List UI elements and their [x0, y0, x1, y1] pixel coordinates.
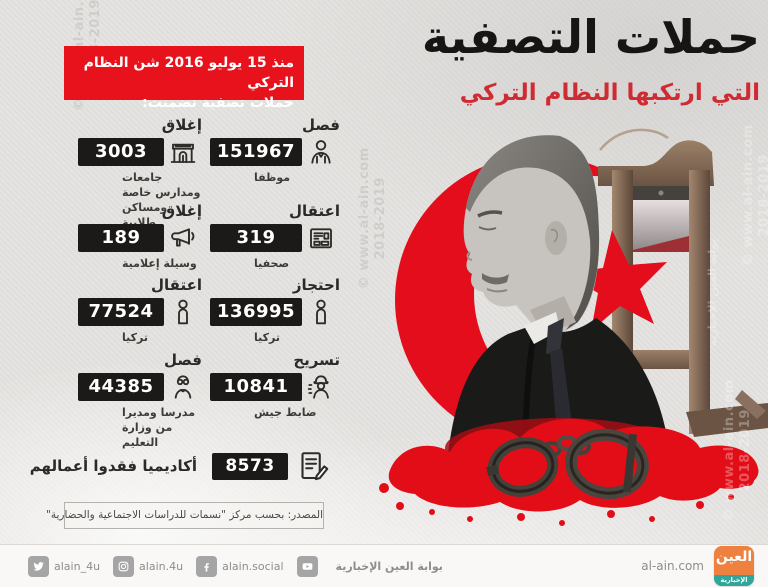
- instagram-icon: [113, 555, 135, 577]
- stats-grid: فصل 151967 موظفا إغلاق: [78, 116, 340, 451]
- red-star-shape: [565, 230, 667, 331]
- stat-value: 3003: [78, 138, 164, 166]
- page-subtitle: التي ارتكبها النظام التركي: [459, 80, 760, 106]
- stat-value: 8573: [212, 452, 288, 480]
- youtube-link[interactable]: [296, 555, 323, 577]
- stat-detained-turks: احتجاز 136995 تركيا: [210, 276, 340, 351]
- teacher-icon: [164, 371, 202, 403]
- stat-closed-schools: إغلاق 3003 جامعات ومدارس خاصة ومساكن طلا…: [78, 116, 202, 229]
- academics-label: أكاديميا فقدوا أعمالهم: [29, 457, 197, 475]
- intro-line-2: حملات تصفية تضمنت:: [142, 95, 294, 111]
- stat-dismissed-employees: فصل 151967 موظفا: [210, 116, 340, 202]
- document-pencil-icon: [295, 448, 331, 484]
- person-icon: [164, 296, 202, 328]
- alain-logo-band: الإخبارية: [714, 575, 754, 586]
- intro-box: منذ 15 يوليو 2016 شن النظام التركي حملات…: [64, 46, 304, 111]
- source-note: المصدر: بحسب مركز "نسمات للدراسات الاجتم…: [46, 502, 324, 529]
- instagram-link[interactable]: alain.4u: [113, 555, 184, 577]
- stat-arrested-journalists: اعتقال 319 صحفيا: [210, 202, 340, 276]
- stat-value: 77524: [78, 298, 164, 326]
- facebook-handle: alain.social: [222, 559, 284, 573]
- soldier-icon: [302, 371, 340, 403]
- stat-value: 10841: [210, 373, 302, 401]
- shackles-illustration: [486, 428, 649, 500]
- stat-value: 151967: [210, 138, 302, 166]
- stat-discharged-officers: تسريح 10841 ضابط جيش: [210, 351, 340, 451]
- instagram-handle: alain.4u: [139, 559, 184, 573]
- alain-logo-text: العين: [715, 549, 753, 565]
- portal-name: بوابة العين الإخبارية: [335, 559, 443, 573]
- facebook-link[interactable]: alain.social: [196, 555, 284, 577]
- stat-dismissed-teachers: فصل 44385 مدرسا ومديرا من وزارة التعليم: [78, 351, 202, 451]
- twitter-icon: [28, 555, 49, 577]
- school-icon: [164, 136, 202, 168]
- facebook-icon: [196, 555, 218, 577]
- stat-value: 136995: [210, 298, 302, 326]
- stat-academics: 8573 أكاديميا فقدوا أعمالهم: [30, 448, 331, 484]
- alain-logo: العين الإخبارية: [714, 546, 754, 586]
- website-link[interactable]: al-ain.com: [641, 559, 704, 573]
- alain-side-logomark: بوابة العين الإخبارية: [705, 238, 719, 347]
- twitter-handle: alain_4u: [54, 559, 101, 573]
- intro-line-1: منذ 15 يوليو 2016 شن النظام التركي: [83, 55, 294, 91]
- megaphone-icon: [164, 222, 202, 254]
- stat-closed-media: إغلاق 189 وسيلة إعلامية: [78, 202, 202, 276]
- page-title: حملات التصفية: [421, 10, 761, 64]
- footer-brand: al-ain.com العين الإخبارية: [641, 546, 754, 586]
- stat-arrested-turks: اعتقال 77524 تركيا: [78, 276, 202, 351]
- footer-bar: alain_4u alain.4u alain.social: [0, 544, 768, 587]
- stat-value: 189: [78, 224, 164, 252]
- stat-value: 319: [210, 224, 302, 252]
- person-icon: [302, 296, 340, 328]
- youtube-icon: [296, 555, 318, 577]
- newspaper-icon: [302, 222, 340, 254]
- stat-value: 44385: [78, 373, 164, 401]
- employee-icon: [302, 136, 340, 168]
- social-links: alain_4u alain.4u alain.social: [28, 555, 443, 577]
- twitter-link[interactable]: alain_4u: [28, 555, 101, 577]
